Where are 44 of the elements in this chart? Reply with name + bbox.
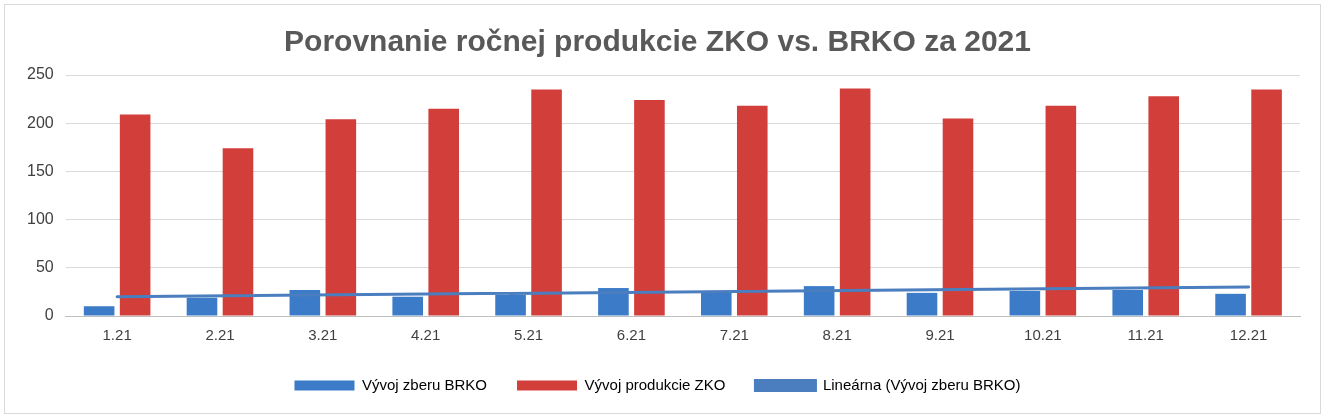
legend-label: Vývoj zberu BRKO — [361, 375, 488, 393]
bar — [1045, 105, 1077, 316]
y-tick-label: 100 — [26, 210, 54, 228]
x-tick-label: 5.21 — [513, 326, 544, 344]
x-tick-label: 4.21 — [411, 326, 441, 344]
x-tick-label: 11.21 — [1127, 326, 1164, 344]
legend-label: Vývoj produkcie ZKO — [584, 375, 726, 393]
legend-label: Lineárna (Vývoj zberu BRKO) — [822, 375, 1021, 393]
bar — [392, 296, 423, 316]
y-tick-label: 200 — [26, 113, 54, 131]
chart-title: Porovnanie ročnej produkcie ZKO vs. BRKO za 2021 — [284, 24, 1031, 58]
x-tick-label: 10.21 — [1024, 326, 1062, 344]
bar — [186, 297, 218, 316]
bar — [839, 88, 871, 316]
bar — [222, 148, 254, 316]
bar — [634, 100, 665, 316]
x-tick-label: 7.21 — [719, 326, 749, 344]
x-tick-label: 8.21 — [822, 326, 852, 344]
bar — [428, 108, 459, 316]
bar — [1215, 293, 1246, 316]
bar — [325, 119, 357, 316]
bar — [736, 105, 768, 316]
x-tick-label: 3.21 — [308, 326, 338, 344]
bar — [119, 114, 151, 316]
bar — [83, 306, 115, 316]
bar — [942, 118, 974, 316]
x-tick-label: 12.21 — [1229, 326, 1268, 344]
y-tick-label: 250 — [26, 65, 54, 83]
x-tick-label: 2.21 — [205, 326, 235, 344]
bar — [1009, 290, 1041, 316]
y-tick-label: 50 — [35, 258, 54, 276]
bar — [495, 294, 526, 316]
x-tick-label: 6.21 — [616, 326, 647, 344]
y-tick-label: 150 — [26, 161, 54, 179]
bar — [531, 89, 562, 316]
y-tick-label: 0 — [44, 306, 54, 324]
bar — [906, 292, 938, 316]
x-tick-label: 1.21 — [102, 326, 132, 344]
x-tick-label: 9.21 — [925, 326, 955, 344]
bar — [1112, 289, 1144, 316]
bar — [700, 292, 732, 316]
bar — [803, 286, 835, 316]
bar — [1251, 89, 1282, 316]
bar — [1148, 96, 1180, 316]
